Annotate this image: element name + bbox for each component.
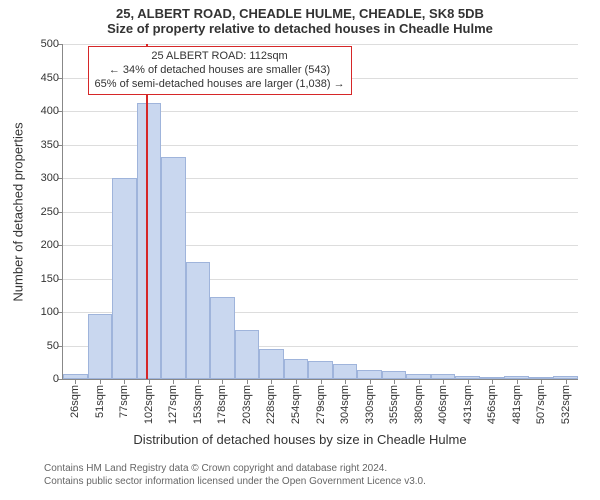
x-tick-label: 355sqm <box>388 385 400 424</box>
histogram-bar <box>284 359 309 379</box>
y-tick-label: 500 <box>41 38 59 50</box>
x-tick-mark <box>173 379 174 384</box>
x-tick-mark <box>492 379 493 384</box>
x-tick-mark <box>222 379 223 384</box>
x-tick-label: 406sqm <box>437 385 449 424</box>
x-tick-label: 254sqm <box>290 385 302 424</box>
histogram-bar <box>235 330 260 379</box>
footer-line1: Contains HM Land Registry data © Crown c… <box>44 462 426 475</box>
histogram-bar <box>112 178 137 379</box>
x-tick-label: 203sqm <box>241 385 253 424</box>
histogram-bar <box>259 349 284 379</box>
x-tick-mark <box>370 379 371 384</box>
histogram-bar <box>161 157 186 379</box>
annotation-line: ← 34% of detached houses are smaller (54… <box>95 64 345 78</box>
y-tick-label: 200 <box>41 239 59 251</box>
x-axis-label: Distribution of detached houses by size … <box>0 432 600 447</box>
x-tick-mark <box>541 379 542 384</box>
x-tick-mark <box>394 379 395 384</box>
annotation-box: 25 ALBERT ROAD: 112sqm← 34% of detached … <box>88 46 352 95</box>
x-tick-mark <box>75 379 76 384</box>
footer-line2: Contains public sector information licen… <box>44 475 426 488</box>
x-tick-label: 279sqm <box>315 385 327 424</box>
x-tick-mark <box>566 379 567 384</box>
x-tick-mark <box>124 379 125 384</box>
y-tick-label: 0 <box>53 373 59 385</box>
y-tick-label: 150 <box>41 273 59 285</box>
chart-title-line1: 25, ALBERT ROAD, CHEADLE HULME, CHEADLE,… <box>0 0 600 21</box>
y-tick-label: 400 <box>41 105 59 117</box>
annotation-line: 25 ALBERT ROAD: 112sqm <box>95 50 345 64</box>
y-axis-label: Number of detached properties <box>11 122 26 301</box>
x-tick-label: 304sqm <box>339 385 351 424</box>
histogram-bar <box>210 297 235 379</box>
x-tick-mark <box>198 379 199 384</box>
histogram-bar <box>333 364 358 379</box>
x-tick-mark <box>296 379 297 384</box>
y-tick-label: 300 <box>41 172 59 184</box>
y-tick-label: 50 <box>47 340 59 352</box>
annotation-line: 65% of semi-detached houses are larger (… <box>95 78 345 92</box>
x-tick-label: 431sqm <box>462 385 474 424</box>
chart-title-line2: Size of property relative to detached ho… <box>0 21 600 36</box>
x-tick-label: 127sqm <box>167 385 179 424</box>
x-tick-label: 26sqm <box>69 385 81 418</box>
plot-area: 05010015020025030035040045050026sqm51sqm… <box>62 44 578 380</box>
histogram-bar <box>308 361 333 379</box>
footer-attribution: Contains HM Land Registry data © Crown c… <box>44 462 426 488</box>
histogram-bar <box>88 314 113 379</box>
x-tick-label: 51sqm <box>94 385 106 418</box>
x-tick-label: 456sqm <box>486 385 498 424</box>
x-tick-mark <box>247 379 248 384</box>
y-tick-label: 250 <box>41 206 59 218</box>
histogram-bar <box>382 371 407 379</box>
x-tick-label: 77sqm <box>118 385 130 418</box>
x-tick-label: 532sqm <box>560 385 572 424</box>
x-tick-mark <box>100 379 101 384</box>
property-size-histogram: 25, ALBERT ROAD, CHEADLE HULME, CHEADLE,… <box>0 0 600 500</box>
x-tick-mark <box>443 379 444 384</box>
x-tick-label: 102sqm <box>143 385 155 424</box>
histogram-bar <box>186 262 211 379</box>
x-tick-mark <box>345 379 346 384</box>
y-tick-label: 100 <box>41 306 59 318</box>
histogram-bar <box>137 103 162 379</box>
x-tick-mark <box>517 379 518 384</box>
gridline <box>63 44 578 45</box>
x-tick-mark <box>149 379 150 384</box>
x-tick-label: 228sqm <box>265 385 277 424</box>
histogram-bar <box>357 370 382 379</box>
x-tick-mark <box>321 379 322 384</box>
x-tick-mark <box>271 379 272 384</box>
x-tick-mark <box>468 379 469 384</box>
x-tick-label: 507sqm <box>535 385 547 424</box>
x-tick-label: 330sqm <box>364 385 376 424</box>
x-tick-label: 481sqm <box>511 385 523 424</box>
x-tick-mark <box>419 379 420 384</box>
y-tick-label: 350 <box>41 139 59 151</box>
x-tick-label: 153sqm <box>192 385 204 424</box>
x-tick-label: 380sqm <box>413 385 425 424</box>
x-tick-label: 178sqm <box>216 385 228 424</box>
y-tick-label: 450 <box>41 72 59 84</box>
